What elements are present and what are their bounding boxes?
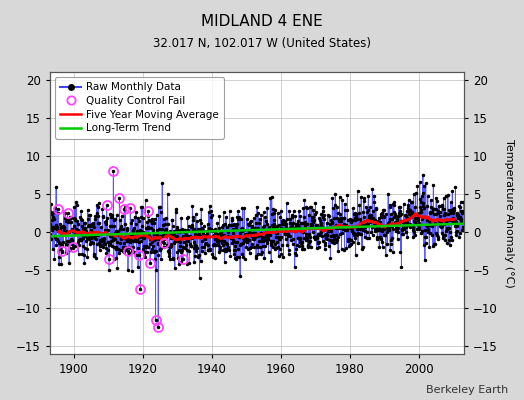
Legend: Raw Monthly Data, Quality Control Fail, Five Year Moving Average, Long-Term Tren: Raw Monthly Data, Quality Control Fail, … bbox=[55, 77, 224, 138]
Text: Berkeley Earth: Berkeley Earth bbox=[426, 385, 508, 395]
Text: 32.017 N, 102.017 W (United States): 32.017 N, 102.017 W (United States) bbox=[153, 37, 371, 50]
Text: MIDLAND 4 ENE: MIDLAND 4 ENE bbox=[201, 14, 323, 29]
Y-axis label: Temperature Anomaly (°C): Temperature Anomaly (°C) bbox=[505, 139, 515, 287]
